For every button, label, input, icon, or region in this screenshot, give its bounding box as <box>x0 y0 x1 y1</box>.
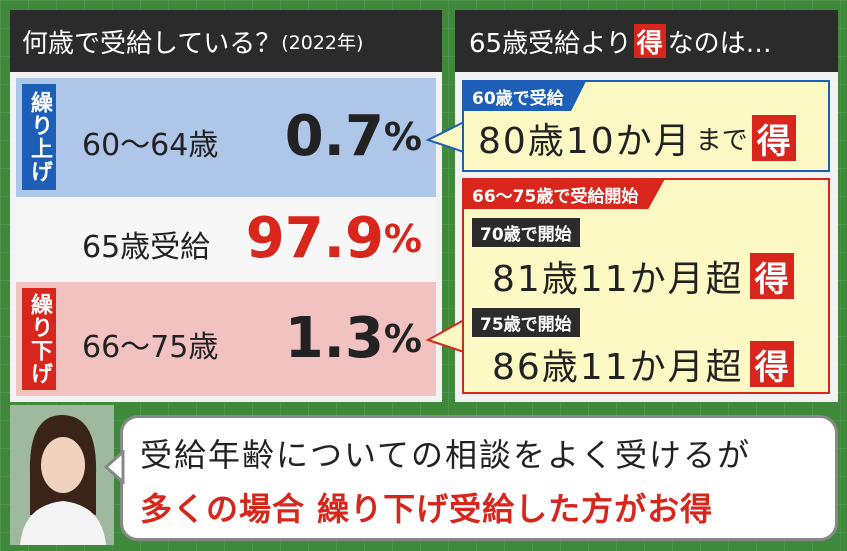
callout-arrow <box>425 120 465 154</box>
row-bg <box>16 78 436 197</box>
badge: 得 <box>749 253 794 300</box>
unit: % <box>383 114 422 159</box>
tag: 繰り上げ <box>22 84 56 190</box>
left-year: (2022年) <box>281 31 364 54</box>
value: 1.3% <box>285 306 422 371</box>
right-title-suffix: なのは… <box>667 28 772 59</box>
unit: % <box>383 216 422 261</box>
percent: 0.7 <box>284 104 384 169</box>
value: 0.7% <box>285 104 422 169</box>
caption-line: 多くの場合 繰り下げ受給した方がお得 <box>140 490 714 528</box>
unit: % <box>383 316 422 361</box>
face <box>41 437 85 493</box>
late-label: 66～75歳で受給開始 <box>464 180 665 209</box>
item-age: 86歳11か月超 <box>492 347 744 388</box>
early-label: 60歳で受給 <box>464 82 586 111</box>
badge: 得 <box>749 341 794 388</box>
tail <box>104 450 125 484</box>
age: 60～64歳 <box>82 128 219 163</box>
badge: 得 <box>751 115 796 162</box>
item-text: 81歳11か月超 得 <box>492 250 794 302</box>
age: 66～75歳 <box>82 330 219 365</box>
speech-tail <box>104 450 125 484</box>
speech-box <box>120 415 838 541</box>
row-bg <box>16 282 436 396</box>
callout-arrow <box>425 318 465 354</box>
item-age: 81歳11か月超 <box>492 259 744 300</box>
caption-line: 受給年齢についての相談をよく受けるが <box>140 436 752 474</box>
age: 65歳受給 <box>82 230 211 265</box>
percent: 97.9 <box>245 206 384 271</box>
value: 97.9% <box>246 206 422 271</box>
percent: 1.3 <box>284 306 384 371</box>
row-bg <box>16 197 436 282</box>
early-age: 80歳10か月 <box>478 121 692 162</box>
left-title: 何歳で受給している？ <box>22 28 282 59</box>
early-suffix: まで <box>695 125 748 156</box>
left-header: 何歳で受給している？ (2022年) <box>10 10 442 72</box>
right-title: 65歳受給より <box>469 28 632 59</box>
title-badge: 得 <box>633 24 666 59</box>
tag: 繰り下げ <box>22 288 56 390</box>
item-label: 75歳で開始 <box>472 308 580 337</box>
item-label: 70歳で開始 <box>472 218 580 247</box>
item-text: 86歳11か月超 得 <box>492 338 794 390</box>
early-text: 80歳10か月 まで 得 <box>478 112 796 164</box>
right-header: 65歳受給より 得 なのは… <box>455 10 838 72</box>
speaker-photo <box>10 405 114 545</box>
clothes <box>20 501 106 545</box>
